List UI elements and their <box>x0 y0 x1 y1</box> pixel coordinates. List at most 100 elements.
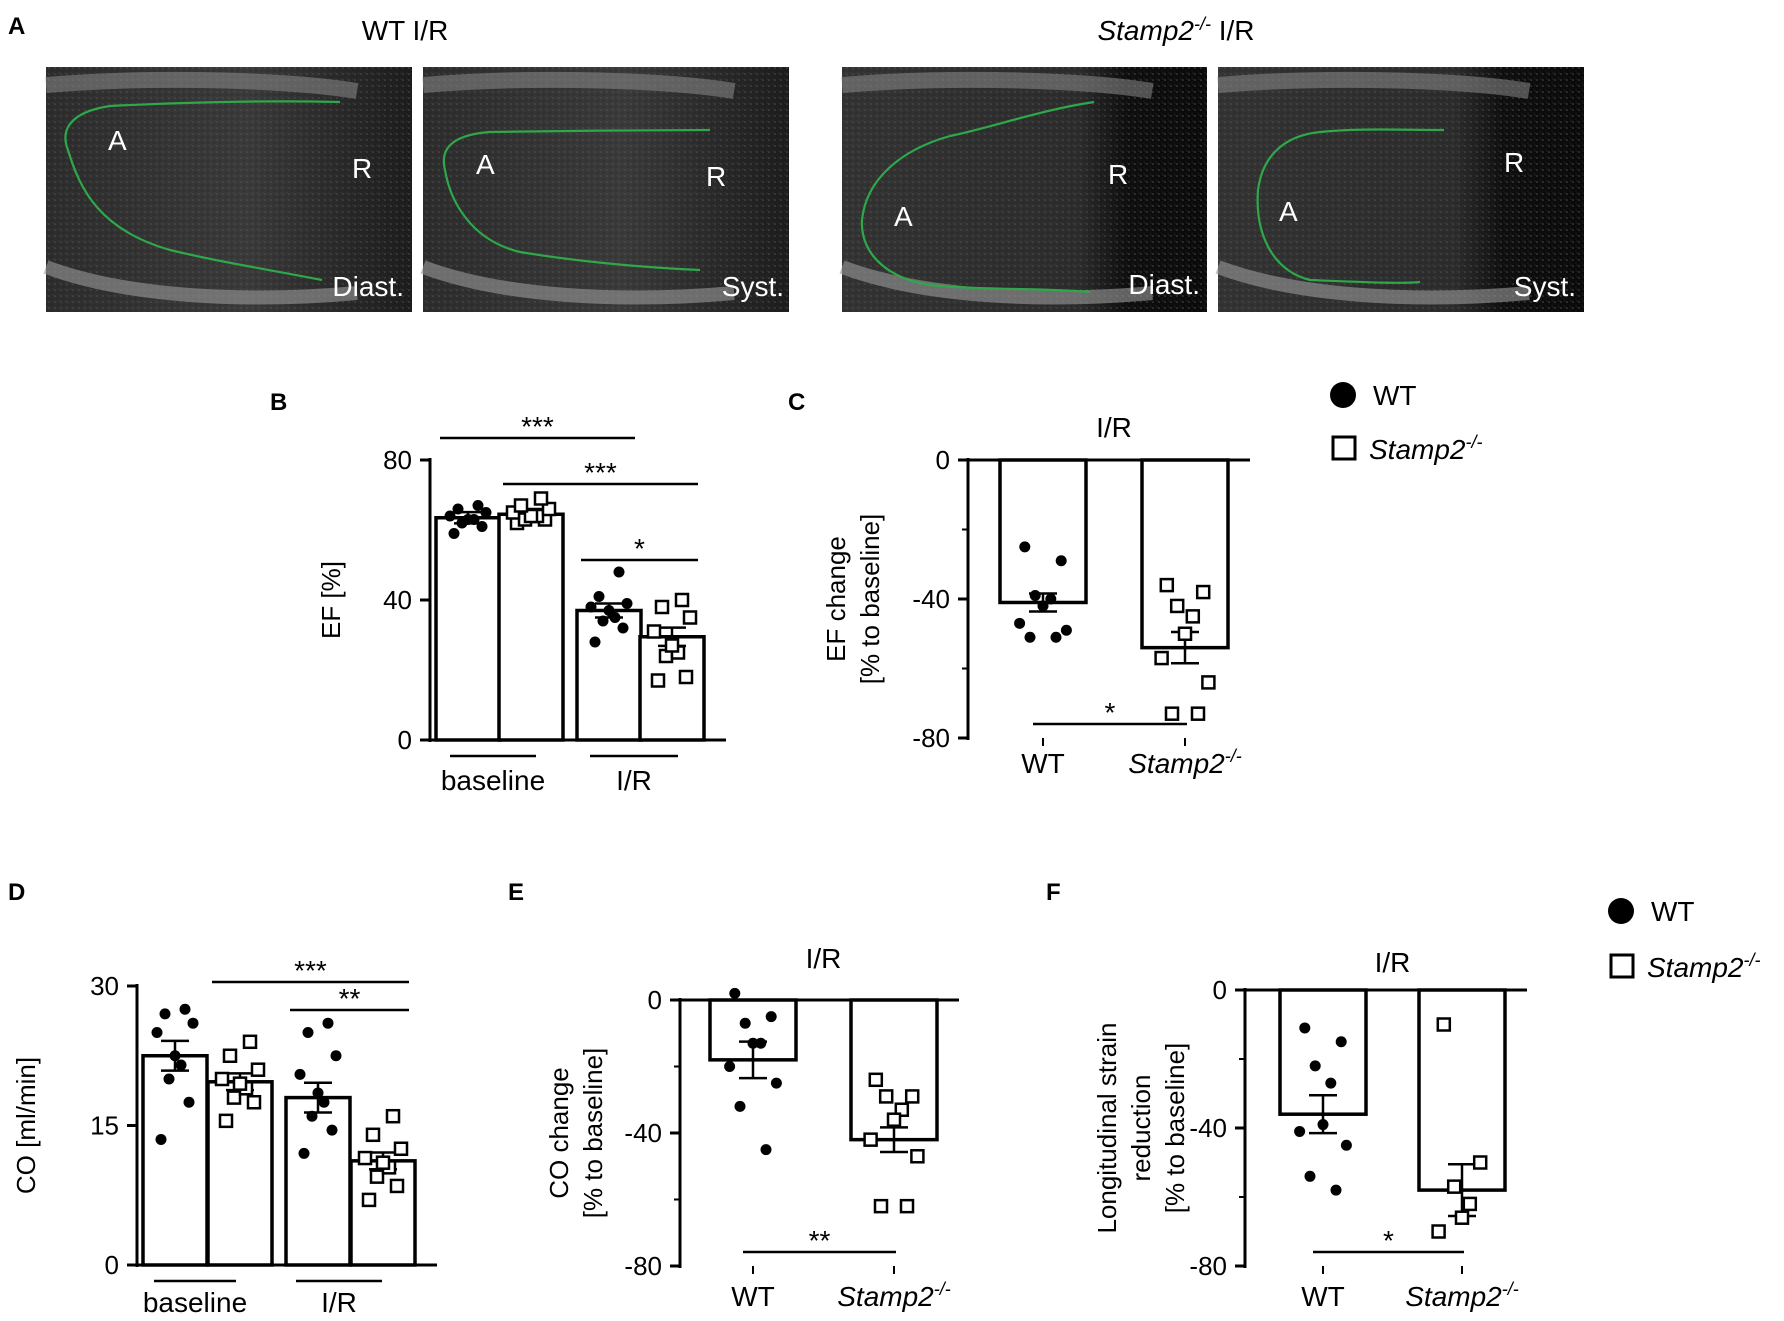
myocardium-band <box>422 71 736 99</box>
data-point-square <box>904 1089 920 1104</box>
data-point-circle <box>593 591 605 602</box>
category-sup: -/- <box>1502 1279 1519 1299</box>
ultrasound-image: A R Diast. <box>43 67 412 312</box>
legend-ko-gene: Stamp2 <box>1647 952 1744 983</box>
data-point-circle <box>183 1096 195 1108</box>
data-point-square <box>357 1150 373 1166</box>
data-point-circle <box>770 1077 782 1089</box>
legend-ko-gene: Stamp2 <box>1369 434 1466 465</box>
chart-title: I/R <box>1096 412 1132 443</box>
ko-superscript: -/- <box>1194 14 1211 34</box>
category-sup: -/- <box>1225 746 1242 766</box>
category-gene: Stamp2 <box>837 1281 934 1312</box>
significance-stars: *** <box>584 457 617 488</box>
bar <box>575 608 643 742</box>
panel-label: E <box>508 879 524 906</box>
data-point-square <box>226 1090 242 1105</box>
data-point-circle <box>603 605 615 616</box>
y-tick-label: 40 <box>383 585 412 615</box>
bar <box>206 1080 274 1267</box>
ultrasound-image: A R Diast. <box>839 67 1207 312</box>
data-point-square <box>1190 706 1206 721</box>
data-point-circle <box>765 1011 777 1023</box>
data-point-square <box>1454 1210 1470 1225</box>
ko-gene-name: Stamp2 <box>1097 15 1194 46</box>
data-point-circle <box>734 1100 746 1112</box>
data-point-circle <box>724 1061 736 1072</box>
data-point-square <box>1169 598 1185 614</box>
myocardium-band <box>841 71 1154 99</box>
image-speckle <box>1218 67 1584 312</box>
ventricle-trace <box>442 128 711 272</box>
x-group-label: baseline <box>143 1287 247 1318</box>
data-point-square <box>361 1192 377 1208</box>
data-point-square <box>1201 675 1216 690</box>
bar <box>1140 458 1230 650</box>
data-point-square <box>1446 1179 1462 1194</box>
data-point-square <box>389 1178 405 1194</box>
data-point-square <box>365 1127 381 1143</box>
data-point-circle <box>322 1017 334 1029</box>
data-point-circle <box>739 1017 751 1029</box>
data-point-circle <box>1014 617 1026 629</box>
significance-stars: ** <box>339 983 361 1014</box>
x-group-label: I/R <box>321 1287 357 1318</box>
y-tick-label: 80 <box>383 445 412 475</box>
data-point-square <box>250 1062 266 1077</box>
data-point-square <box>910 1149 925 1164</box>
data-point-square <box>1185 609 1201 624</box>
chart-title: I/R <box>806 943 842 974</box>
y-tick-label: 0 <box>105 1250 119 1280</box>
x-category-label: WT <box>1301 1281 1345 1312</box>
significance-stars: * <box>634 533 645 564</box>
data-point-circle <box>589 636 601 648</box>
x-group-label: baseline <box>441 765 545 796</box>
data-point-circle <box>760 1144 772 1156</box>
data-point-square <box>1177 626 1193 641</box>
y-axis-label-line: [% to baseline] <box>855 514 885 685</box>
data-point-circle <box>585 601 597 613</box>
chart-panel-f: F I/R 0 -40 -80 Longitudinal strain reduction[… <box>1046 879 1527 1312</box>
data-point-circle <box>175 1059 187 1071</box>
data-point-circle <box>312 1087 324 1099</box>
y-axis-label-line: CO change <box>544 1067 574 1199</box>
y-axis-label-line: EF change <box>821 536 851 662</box>
data-point-circle <box>151 1027 163 1038</box>
ko-suffix: I/R <box>1211 15 1255 46</box>
significance-stars: *** <box>294 955 327 986</box>
data-point-circle <box>1317 1119 1329 1131</box>
data-point-square <box>650 673 666 688</box>
data-point-circle <box>1309 1060 1321 1072</box>
data-point-square <box>541 501 557 517</box>
data-point-circle <box>1335 1036 1347 1048</box>
data-point-circle <box>1037 600 1049 612</box>
y-tick-label: -80 <box>912 723 950 753</box>
data-point-circle <box>1045 593 1057 605</box>
chart-panel-c: C I/R 0 -40 -80 EF change [% to baseline] WT Sta… <box>788 389 1250 779</box>
data-point-square <box>878 1089 894 1104</box>
data-point-circle <box>597 615 609 627</box>
category-sup: -/- <box>934 1279 951 1299</box>
myocardium-band <box>420 260 735 305</box>
data-point-square <box>1462 1196 1478 1212</box>
x-category-label: Stamp2-/- <box>837 1279 951 1312</box>
ultrasound-image: A R Syst. <box>1215 67 1584 312</box>
ultrasound-image: A R Syst. <box>420 67 789 312</box>
data-point-circle <box>318 1096 330 1108</box>
data-point-circle <box>302 1027 314 1038</box>
data-point-circle <box>1304 1170 1316 1182</box>
significance-stars: * <box>1383 1225 1394 1256</box>
data-point-circle <box>480 507 492 518</box>
chart-title: I/R <box>1375 947 1411 978</box>
data-point-square <box>886 1112 902 1127</box>
data-point-square <box>1472 1155 1488 1170</box>
data-point-circle <box>1050 631 1062 643</box>
data-point-square <box>1159 577 1175 593</box>
data-point-circle <box>1029 590 1041 602</box>
myocardium-band <box>839 260 1153 305</box>
panel-label: D <box>8 879 25 906</box>
data-point-circle <box>1325 1077 1337 1089</box>
y-tick-label: -80 <box>624 1251 662 1281</box>
